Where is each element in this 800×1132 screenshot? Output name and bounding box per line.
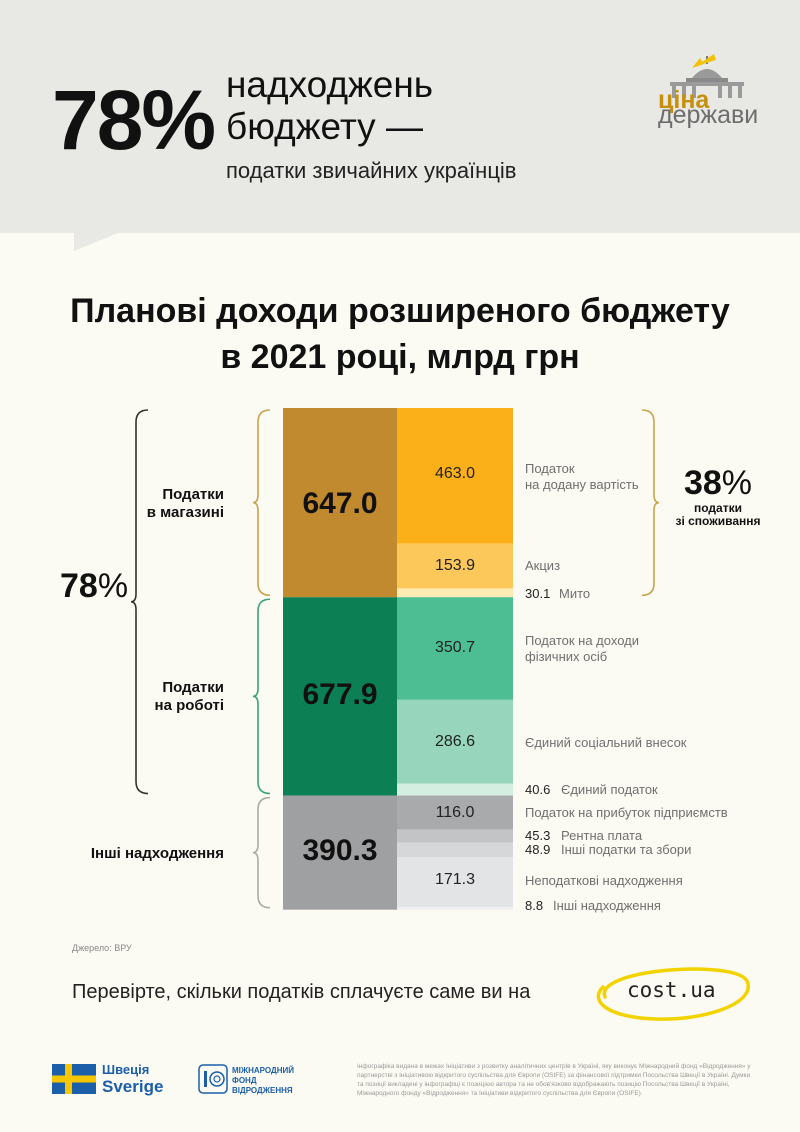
- excise-label: Акциз: [525, 558, 561, 573]
- vat-label: Податок на додану вартість: [525, 461, 639, 492]
- shop-total: 647.0: [302, 487, 378, 520]
- disclaimer-text: Інфографіка видана в межах Ініціативи з …: [357, 1063, 751, 1097]
- shop-brace: [252, 409, 271, 597]
- other-taxes-label: Інші податки та збори: [561, 842, 692, 857]
- headline-percent: 78%: [52, 73, 216, 167]
- consumption-annotation: 38% податки зі споживання: [675, 464, 761, 528]
- shop-segment-2: [397, 588, 513, 598]
- work-total: 677.9: [302, 678, 378, 711]
- work-brace: [252, 598, 271, 795]
- total-78-brace: [130, 409, 149, 795]
- speech-tail: [74, 233, 118, 251]
- chart-title: Планові доходи розширеного бюджету в 202…: [0, 288, 800, 380]
- work-group-label: Податки на роботі: [154, 679, 224, 714]
- chart-title-line-1: Планові доходи розширеного бюджету: [70, 292, 730, 330]
- profit-tax-label: Податок на прибуток підприємств: [525, 805, 728, 820]
- single-tax-label: Єдиний податок: [561, 782, 658, 797]
- logo-text-top: ціна: [658, 86, 710, 114]
- excise-value: 153.9: [434, 557, 476, 574]
- other-segment-1: [397, 829, 513, 843]
- rent-label: Рентна плата: [561, 828, 643, 843]
- total-percent-annotation: 78%: [60, 567, 129, 605]
- work-segment-2: [397, 783, 513, 796]
- vat-value: 463.0: [434, 465, 476, 482]
- non-tax-value: 171.3: [434, 871, 476, 888]
- customs-label: Мито: [559, 586, 591, 601]
- other-brace: [252, 796, 271, 909]
- parliament-logo-icon: [670, 54, 744, 98]
- other-group-label: Інші надходження: [90, 845, 224, 862]
- other-taxes-value: 48.9: [525, 842, 551, 857]
- pdfo-value: 350.7: [434, 639, 476, 656]
- other-total: 390.3: [302, 834, 378, 867]
- headline-line-1: надходжень: [226, 64, 434, 105]
- sweden-text-1: Швеція: [102, 1062, 150, 1077]
- headline-subtitle: податки звичайних українців: [226, 158, 517, 183]
- irf-logo-icon: [198, 1064, 228, 1094]
- cost-ua-link[interactable]: cost.ua: [627, 978, 716, 1002]
- non-tax-label: Неподаткові надходження: [525, 873, 683, 888]
- other-segment-4: [397, 907, 513, 910]
- shop-group-label: Податки в магазині: [146, 486, 224, 521]
- logo-text-bottom: держави: [658, 101, 759, 129]
- other-income-label: Інші надходження: [553, 898, 661, 913]
- customs-value: 30.1: [525, 586, 551, 601]
- highlight-circle: [596, 967, 750, 1021]
- profit-tax-value: 116.0: [435, 804, 475, 821]
- single-tax-value: 40.6: [525, 782, 551, 797]
- rent-value: 45.3: [525, 828, 551, 843]
- cta-text: Перевірте, скільки податків сплачуєте са…: [72, 981, 531, 1003]
- chart-title-line-2: в 2021 році, млрд грн: [220, 338, 580, 376]
- sweden-flag-icon: [52, 1064, 96, 1094]
- irf-text: МІЖНАРОДНИЙ ФОНД ВІДРОДЖЕННЯ: [232, 1066, 294, 1095]
- esv-label: Єдиний соціальний внесок: [525, 735, 687, 750]
- other-income-value: 8.8: [525, 898, 544, 913]
- header-banner: [0, 0, 800, 233]
- source-note: Джерело: ВРУ: [72, 943, 132, 953]
- headline-line-2: бюджету —: [226, 106, 423, 147]
- sweden-text-2: Sverige: [102, 1077, 164, 1096]
- esv-value: 286.6: [434, 733, 476, 750]
- pdfo-label: Податок на доходи фізичних осіб: [525, 633, 639, 664]
- other-segment-2: [397, 842, 513, 858]
- consumption-brace: [641, 409, 660, 597]
